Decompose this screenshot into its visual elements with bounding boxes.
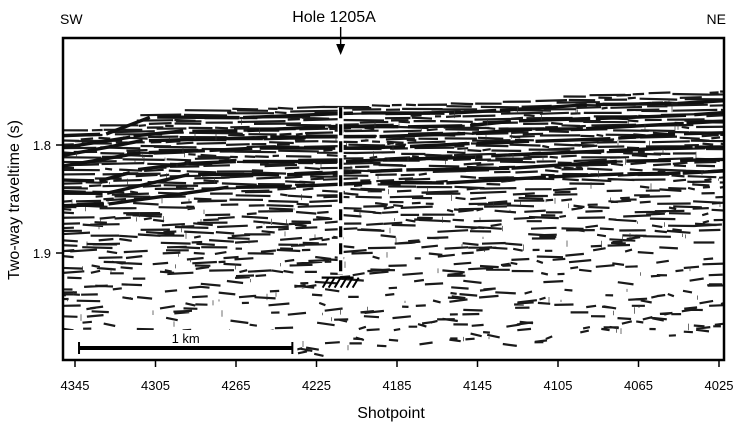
strong-reflectors (63, 98, 724, 208)
x-tick-label: 4065 (624, 378, 653, 393)
scale-bar-backing (64, 330, 298, 359)
td-hatch-mark (321, 277, 330, 289)
x-axis: 4345 4305 4265 4225 4185 4145 4105 4065 4025 (61, 360, 734, 393)
td-hatch-mark (327, 277, 336, 289)
y-tick-label: 1.9 (33, 246, 51, 261)
direction-label-right: NE (707, 11, 726, 27)
td-hatch-mark (333, 277, 342, 289)
x-tick-label: 4105 (544, 378, 573, 393)
plot-frame (61, 36, 726, 362)
x-axis-title: Shotpoint (357, 405, 425, 422)
x-tick-label: 4145 (463, 378, 492, 393)
x-tick-label: 4345 (61, 378, 90, 393)
scale-bar-label: 1 km (172, 331, 200, 346)
y-axis-title: Two-way traveltime (s) (6, 120, 23, 280)
y-tick-label: 1.8 (33, 138, 51, 153)
x-tick-label: 4265 (222, 378, 251, 393)
td-hatch-mark (351, 277, 360, 289)
seismic-traces (63, 90, 724, 360)
reflector-traces (63, 90, 724, 360)
y-axis: 1.8 1.9 (33, 138, 63, 261)
td-hatch-mark (345, 277, 354, 289)
x-tick-label: 4225 (302, 378, 331, 393)
x-tick-label: 4025 (705, 378, 734, 393)
hole-label: Hole 1205A (292, 9, 376, 26)
x-tick-label: 4185 (383, 378, 412, 393)
x-tick-label: 4305 (141, 378, 170, 393)
annotation-layer: 1 km (64, 107, 360, 359)
td-hatch-mark (339, 277, 348, 289)
hole-arrow-icon (336, 27, 346, 55)
direction-label-left: SW (60, 11, 83, 27)
